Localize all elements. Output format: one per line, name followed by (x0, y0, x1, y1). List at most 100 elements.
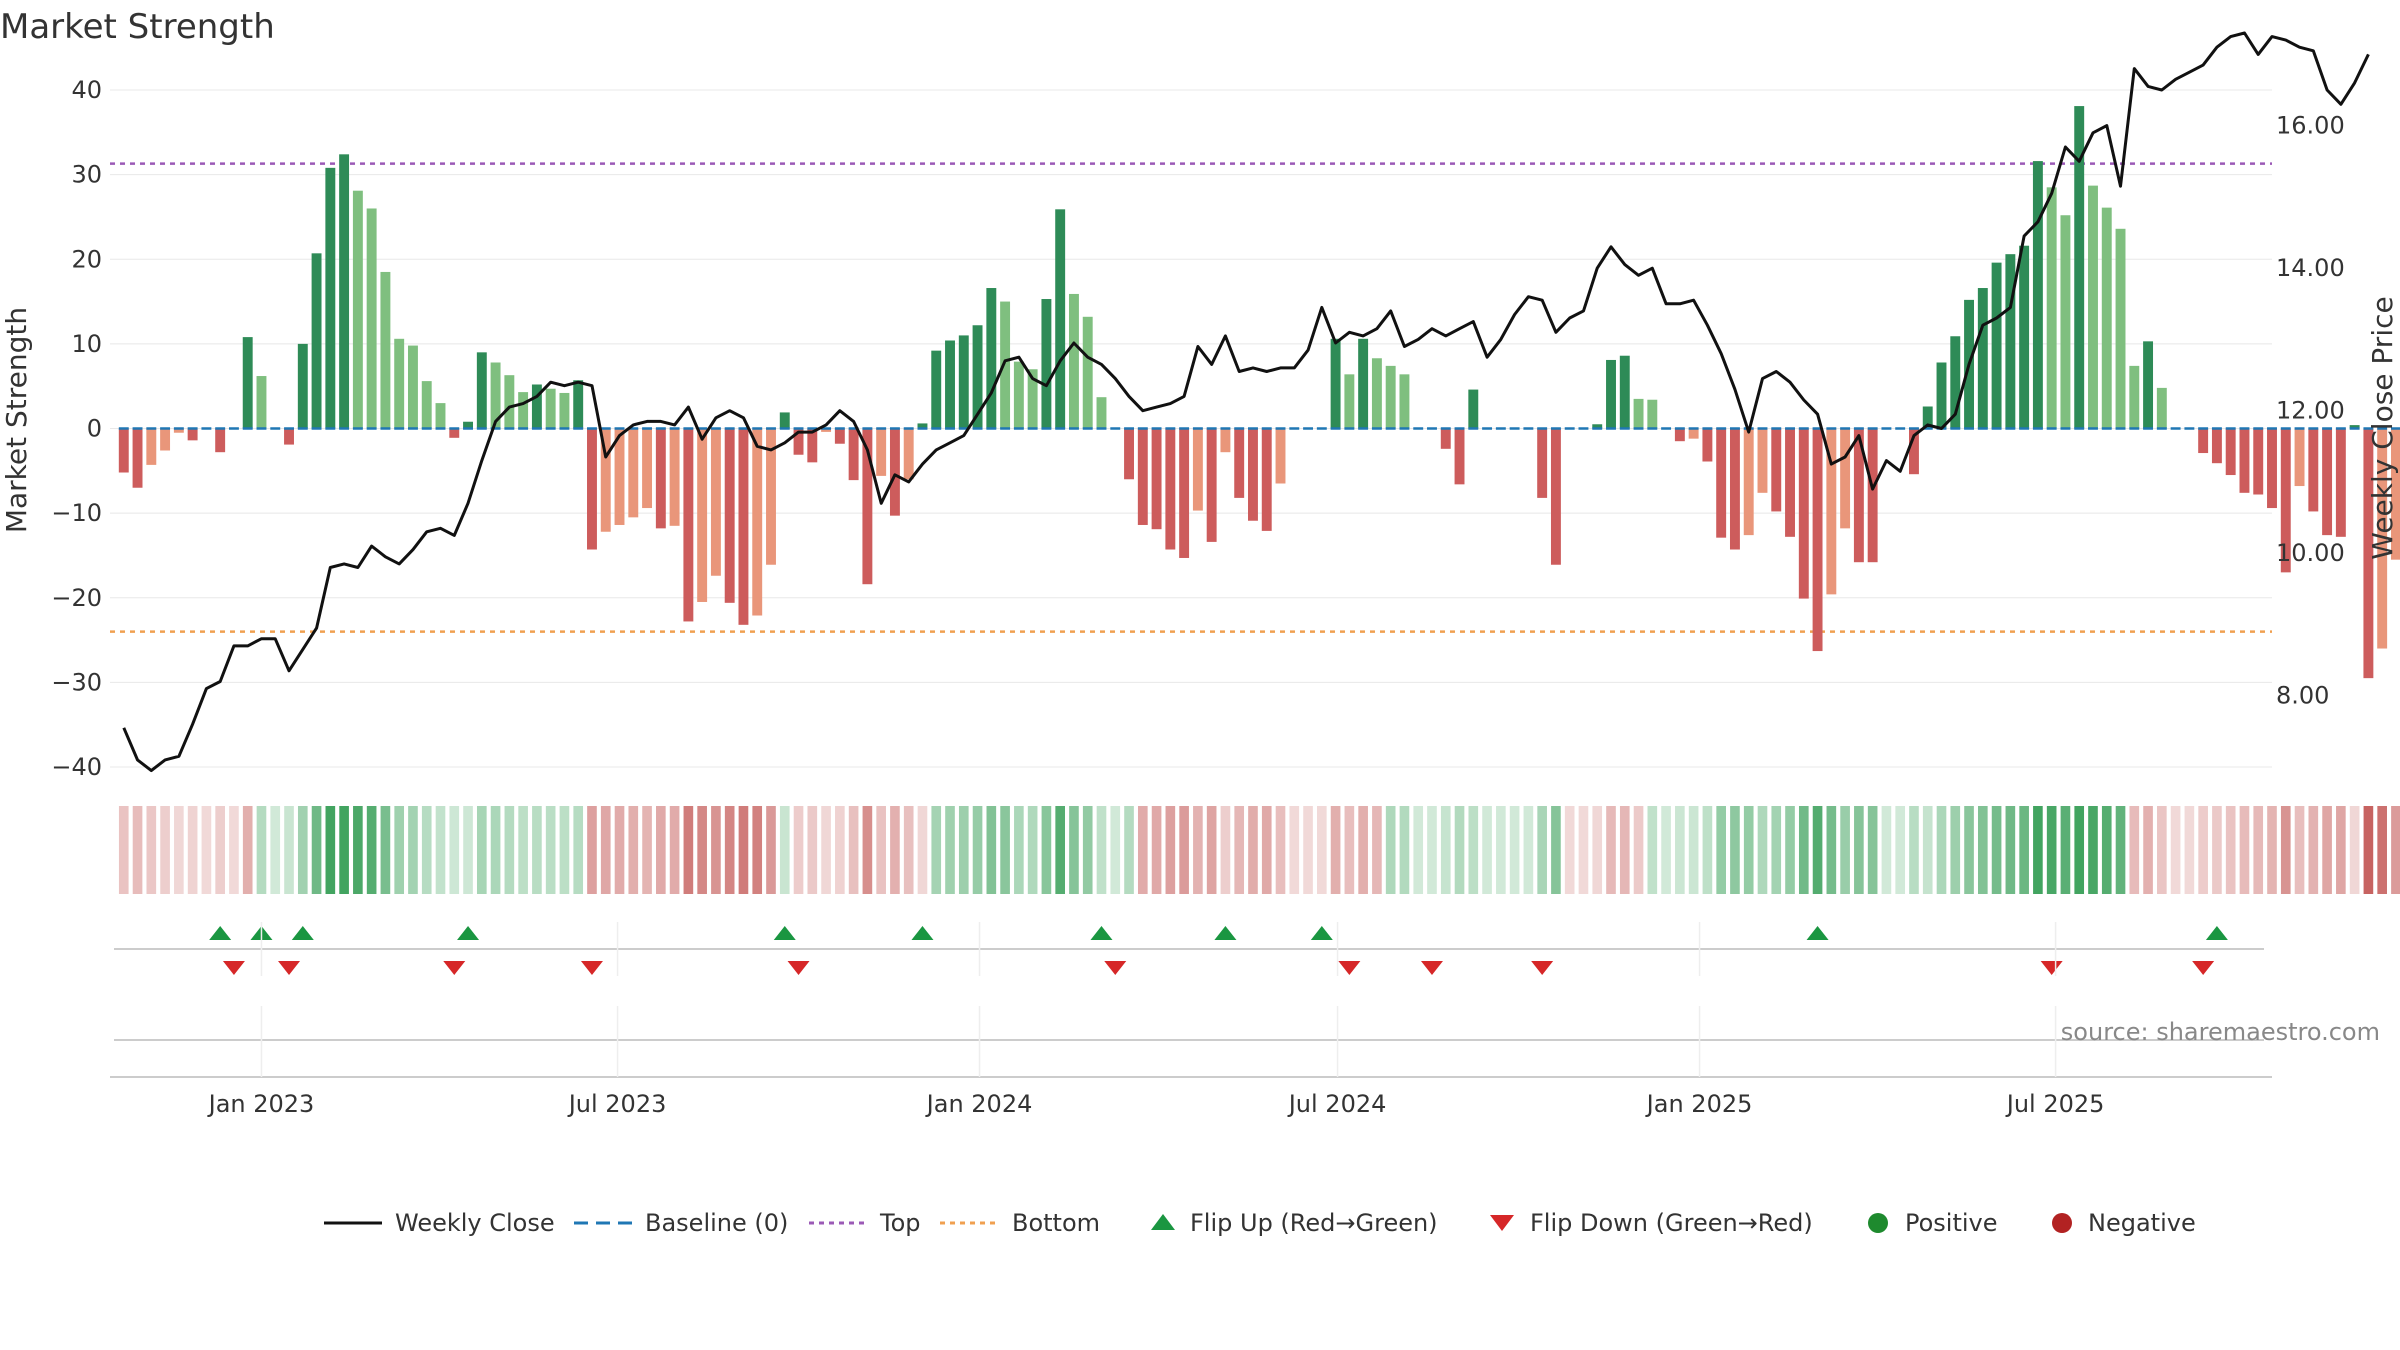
regime-cell (835, 806, 845, 894)
legend-label: Weekly Close (395, 1209, 555, 1237)
strength-bar (1013, 361, 1024, 429)
y-tick-label: 20 (71, 245, 102, 273)
x-axis-ticks: Jan 2023 Jul 2023 Jan 2024 Jul 2024 Jan 2025… (207, 922, 2104, 1118)
strength-bar (1702, 428, 1713, 462)
strength-bar (1399, 374, 1410, 429)
regime-cell (697, 806, 707, 894)
flip-down-marker (443, 961, 466, 975)
regime-cell (752, 806, 763, 894)
regime-cell (1578, 806, 1589, 894)
legend-item: Top (809, 1209, 921, 1237)
regime-cell (903, 806, 914, 894)
regime-cell (2280, 806, 2291, 894)
flip-up-marker (1806, 926, 1829, 940)
regime-cell (1261, 806, 1272, 894)
regime-cell (1633, 806, 1644, 894)
regime-cell (2074, 806, 2085, 894)
strength-bar (1000, 301, 1011, 429)
regime-cell (2060, 806, 2071, 894)
strength-bar (1220, 428, 1231, 453)
strength-bar (2019, 245, 2030, 429)
y-tick-label: −20 (51, 584, 102, 612)
regime-cell (807, 806, 818, 894)
regime-cell (1592, 806, 1603, 894)
regime-cell (683, 806, 694, 894)
legend-label: Negative (2088, 1209, 2196, 1237)
regime-cell (862, 806, 873, 894)
strength-bar (587, 428, 597, 550)
flip-down-marker (222, 961, 245, 975)
regime-cell (931, 806, 942, 894)
strength-bar (917, 423, 928, 429)
y-axis-label: Market Strength (0, 307, 33, 533)
strength-bar (339, 154, 350, 429)
flip-down-marker (580, 961, 603, 975)
strength-bar (1261, 428, 1272, 531)
regime-cell (1991, 806, 2002, 894)
strength-bar (2198, 428, 2209, 454)
regime-cell (2349, 806, 2360, 894)
strength-bar (187, 428, 198, 441)
regime-cell (174, 806, 184, 894)
regime-cell (1055, 806, 1065, 894)
strength-bar (1385, 365, 1396, 429)
regime-cell (669, 806, 680, 894)
regime-cell (656, 806, 666, 894)
regime-strip (118, 806, 2400, 894)
strength-bar (2032, 161, 2043, 429)
regime-cell (215, 806, 225, 894)
regime-cell (1496, 806, 1506, 894)
flip-markers (114, 926, 2264, 975)
strength-bar (573, 380, 584, 429)
regime-cell (366, 806, 377, 894)
y-tick-label: 30 (71, 161, 102, 189)
flip-down-marker (278, 961, 301, 975)
regime-cell (1977, 806, 1988, 894)
regime-cell (2336, 806, 2346, 894)
regime-cell (270, 806, 281, 894)
regime-cell (2115, 806, 2126, 894)
strength-bar (1137, 428, 1148, 525)
legend-item: Flip Down (Green→Red) (1490, 1209, 1813, 1237)
regime-cell (1041, 806, 1052, 894)
flip-up-marker (457, 926, 480, 940)
strength-bar (848, 428, 859, 481)
regime-cell (1069, 806, 1079, 894)
strength-bar (1812, 428, 1823, 652)
regime-cell (1234, 806, 1245, 894)
strength-bar (1055, 209, 1066, 429)
strength-bar (146, 428, 157, 465)
strength-bar (435, 403, 446, 429)
y-tick-label: −40 (51, 753, 102, 781)
strength-bar (1771, 428, 1782, 512)
strength-bar (1027, 369, 1038, 429)
strength-bar (1716, 428, 1727, 538)
strength-bar (2280, 428, 2291, 573)
strength-bar (945, 340, 955, 429)
strength-bar (1041, 299, 1052, 429)
legend-swatch (1868, 1213, 1888, 1233)
strength-bar (284, 428, 294, 445)
strength-bar (476, 352, 487, 429)
strength-bar (449, 428, 460, 438)
regime-cell (1743, 806, 1754, 894)
strength-bar (2267, 428, 2277, 509)
regime-cell (435, 806, 446, 894)
strength-bar (1785, 428, 1795, 537)
regime-cell (545, 806, 556, 894)
strength-bar (1729, 428, 1740, 550)
regime-cell (1619, 806, 1630, 894)
strength-bar (986, 288, 997, 429)
regime-cell (1344, 806, 1355, 894)
strength-bar (256, 376, 267, 429)
regime-cell (518, 806, 528, 894)
flip-up-marker (1214, 926, 1237, 940)
strength-bar (1826, 428, 1837, 595)
regime-cell (2377, 806, 2387, 894)
regime-cell (1206, 806, 1217, 894)
regime-cell (2170, 806, 2181, 894)
strength-bar (1358, 338, 1369, 429)
chart-title: Market Strength (0, 7, 275, 47)
regime-cell (242, 806, 253, 894)
